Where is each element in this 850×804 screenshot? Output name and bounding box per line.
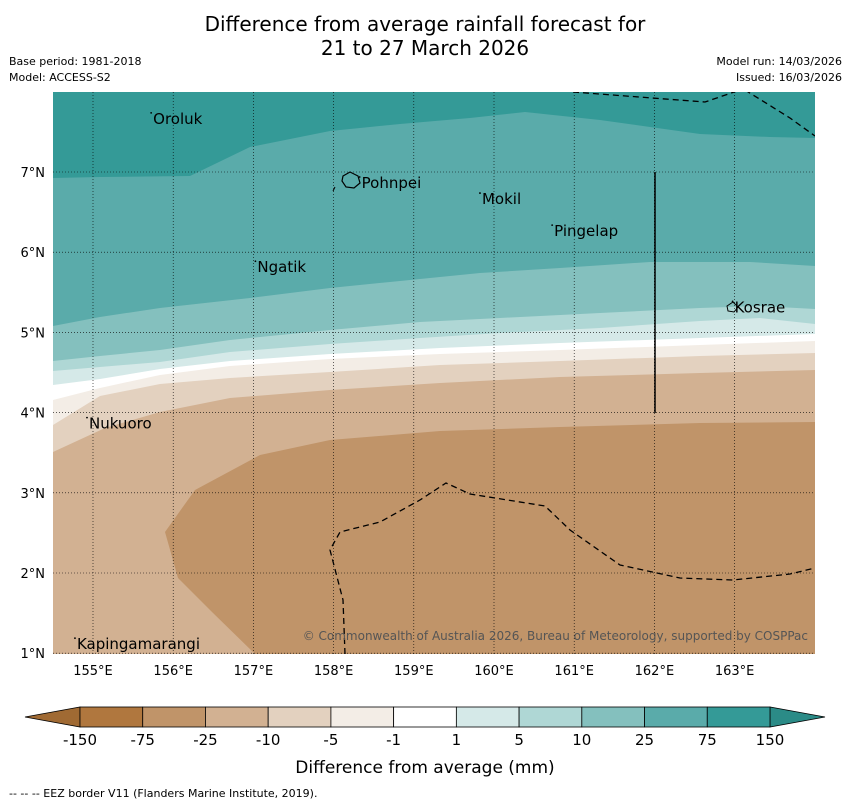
colorbar-tick-label: 75 <box>698 731 717 749</box>
lat-tick-label: 7°N <box>21 166 46 181</box>
lon-tick-label: 159°E <box>394 664 434 679</box>
colorbar-segment <box>79 706 144 728</box>
colorbar-over-arrow <box>769 706 826 728</box>
colorbar-segment <box>706 706 771 728</box>
colorbar-tick-label: 1 <box>452 731 462 749</box>
lon-tick-label: 157°E <box>234 664 274 679</box>
lat-tick-label: 3°N <box>21 487 46 502</box>
place-label-pohnpei: Pohnpei <box>362 174 422 192</box>
colorbar-segment <box>518 706 583 728</box>
model-info: Base period: 1981-2018 Model: ACCESS-S2 <box>9 54 141 86</box>
eez-border-northeast <box>746 92 815 137</box>
place-marker <box>551 224 554 227</box>
place-marker <box>150 111 153 114</box>
pohnpei-reef <box>332 186 336 192</box>
colorbar-segment <box>330 706 395 728</box>
model-name: Model: ACCESS-S2 <box>9 71 111 84</box>
colorbar-tick-label: 150 <box>756 731 785 749</box>
eez-border-south <box>329 482 815 654</box>
base-period: Base period: 1981-2018 <box>9 55 142 68</box>
colorbar-tick-label: 25 <box>635 731 654 749</box>
place-label-kosrae: Kosrae <box>735 298 786 316</box>
place-labels: Oroluk Pohnpei Mokil Pingelap Ngatik Kosrae Nu… <box>74 110 785 653</box>
pohnpei-island <box>341 171 361 189</box>
lon-tick-label: 160°E <box>474 664 514 679</box>
legend-label: Difference from average (mm) <box>295 758 554 778</box>
colorbar-segment <box>205 706 269 728</box>
colorbar-segment <box>393 706 457 728</box>
colorbar: -150 -75 -25 -10 -5 -1 1 5 10 25 75 150 <box>24 706 826 749</box>
place-label-oroluk: Oroluk <box>153 110 202 128</box>
place-label-pingelap: Pingelap <box>554 222 618 240</box>
place-label-ngatik: Ngatik <box>257 258 306 276</box>
chart-title: Difference from average rainfall forecas… <box>0 12 850 60</box>
lon-tick-label: 161°E <box>554 664 594 679</box>
contour-fill <box>53 92 815 654</box>
footnote: -- -- -- EEZ border V11 (Flanders Marine… <box>9 787 317 800</box>
lon-tick-label: 156°E <box>153 664 193 679</box>
lat-tick-label: 1°N <box>21 647 46 662</box>
contour-band-25 <box>53 92 815 326</box>
run-info: Model run: 14/03/2026 Issued: 16/03/2026 <box>716 54 842 86</box>
place-marker <box>479 192 481 194</box>
model-run: Model run: 14/03/2026 <box>716 55 842 68</box>
place-marker <box>86 416 88 419</box>
lat-tick-label: 6°N <box>21 246 46 261</box>
colorbar-tick-label: -25 <box>193 731 218 749</box>
issued-date: Issued: 16/03/2026 <box>735 71 842 84</box>
place-marker <box>254 260 257 263</box>
axes: 155°E 156°E 157°E 158°E 159°E 160°E 161°E 162°E… <box>21 166 755 679</box>
contour-band-75 <box>53 92 815 178</box>
colorbar-segment <box>142 706 206 728</box>
place-marker <box>358 176 361 178</box>
lon-tick-label: 155°E <box>73 664 113 679</box>
lat-tick-label: 2°N <box>21 567 46 582</box>
lat-tick-label: 4°N <box>21 407 46 422</box>
colorbar-tick-label: -10 <box>256 731 281 749</box>
colorbar-under-arrow <box>24 706 81 728</box>
colorbar-segment <box>581 706 645 728</box>
colorbar-segment <box>455 706 520 728</box>
lon-tick-label: 162°E <box>635 664 675 679</box>
eez-border-north <box>572 92 737 103</box>
place-label-nukuoro: Nukuoro <box>89 415 152 433</box>
colorbar-tick-label: -75 <box>130 731 155 749</box>
title-line-2: 21 to 27 March 2026 <box>320 36 530 60</box>
place-marker <box>731 300 734 303</box>
title-line-1: Difference from average rainfall forecas… <box>204 12 646 36</box>
place-label-mokil: Mokil <box>482 190 521 208</box>
colorbar-tick-label: 10 <box>572 731 591 749</box>
eez-border <box>329 92 815 654</box>
copyright-text: © Commonwealth of Australia 2026, Bureau… <box>303 629 808 643</box>
colorbar-tick-label: 5 <box>514 731 524 749</box>
colorbar-tick-label: -5 <box>323 731 338 749</box>
lon-tick-label: 158°E <box>314 664 354 679</box>
colorbar-segment <box>267 706 332 728</box>
place-marker <box>74 637 76 640</box>
kosrae-island <box>726 301 739 313</box>
place-label-kapingamarangi: Kapingamarangi <box>77 635 200 653</box>
lat-tick-label: 5°N <box>21 326 46 341</box>
colorbar-segment <box>644 706 708 728</box>
colorbar-tick-label: -1 <box>386 731 401 749</box>
colorbar-tick-label: -150 <box>63 731 97 749</box>
lon-tick-label: 163°E <box>715 664 755 679</box>
